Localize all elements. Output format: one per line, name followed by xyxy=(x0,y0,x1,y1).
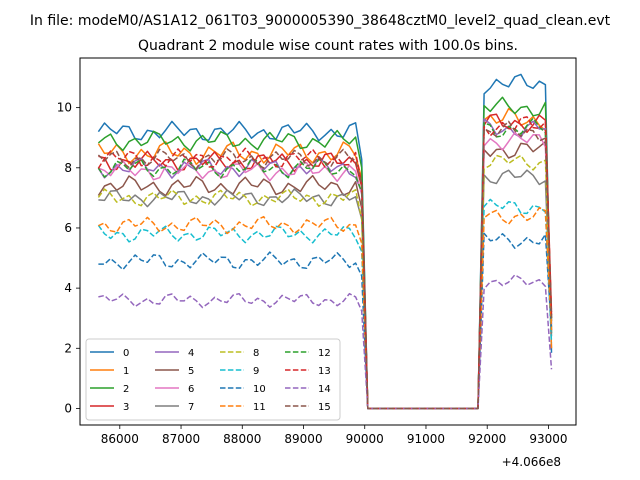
y-tick-label: 10 xyxy=(57,101,72,115)
series-line-4 xyxy=(97,118,553,410)
legend-label-10: 10 xyxy=(253,384,266,395)
legend-label-14: 14 xyxy=(318,384,331,395)
series-line-14 xyxy=(98,274,553,410)
series-line-12 xyxy=(97,117,553,410)
series-line-8 xyxy=(97,154,553,410)
x-tick-label: 90000 xyxy=(346,432,384,446)
y-tick-label: 4 xyxy=(64,281,72,295)
plot-frame xyxy=(79,57,577,426)
legend-label-11: 11 xyxy=(253,402,266,413)
legend-label-13: 13 xyxy=(318,366,331,377)
series-line-6 xyxy=(98,131,553,410)
x-tick-label: 86000 xyxy=(101,432,139,446)
figure-suptitle: In file: modeM0/AS1A12_061T03_9000005390… xyxy=(30,13,611,29)
y-tick-label: 2 xyxy=(64,341,72,355)
legend-label-8: 8 xyxy=(253,348,259,359)
x-offset-label: +4.066e8 xyxy=(502,455,561,469)
legend-label-9: 9 xyxy=(253,366,259,377)
series-line-9 xyxy=(97,198,553,410)
series-line-7 xyxy=(98,169,553,410)
x-tick-label: 92000 xyxy=(468,432,506,446)
chart-title: Quadrant 2 module wise count rates with … xyxy=(138,38,518,54)
x-tick-label: 87000 xyxy=(162,432,200,446)
legend-label-12: 12 xyxy=(318,348,331,359)
legend-label-2: 2 xyxy=(123,384,129,395)
plot-series xyxy=(97,73,553,410)
series-line-1 xyxy=(97,107,553,410)
legend-label-5: 5 xyxy=(188,366,194,377)
series-line-5 xyxy=(97,140,553,410)
legend-label-1: 1 xyxy=(123,366,129,377)
y-axis: 0 2 4 6 8 10 xyxy=(57,101,80,415)
legend-box xyxy=(85,338,341,421)
x-tick-label: 88000 xyxy=(223,432,261,446)
x-tick-label: 91000 xyxy=(407,432,445,446)
series-line-2 xyxy=(97,96,553,410)
x-tick-label: 89000 xyxy=(284,432,322,446)
x-tick-label: 93000 xyxy=(529,432,567,446)
legend-label-6: 6 xyxy=(188,384,194,395)
series-line-3 xyxy=(98,113,553,410)
series-line-15 xyxy=(97,120,553,410)
series-line-11 xyxy=(98,206,553,410)
x-axis: 86000 87000 88000 89000 90000 91000 92000 93000 xyxy=(101,425,568,446)
legend-label-7: 7 xyxy=(188,402,194,413)
y-tick-label: 6 xyxy=(64,221,72,235)
legend-label-0: 0 xyxy=(123,348,129,359)
series-line-13 xyxy=(97,116,553,410)
y-tick-label: 0 xyxy=(64,401,72,415)
legend-label-15: 15 xyxy=(318,402,331,413)
legend-label-4: 4 xyxy=(188,348,194,359)
series-line-10 xyxy=(98,232,553,410)
y-tick-label: 8 xyxy=(64,161,72,175)
legend-label-3: 3 xyxy=(123,402,129,413)
